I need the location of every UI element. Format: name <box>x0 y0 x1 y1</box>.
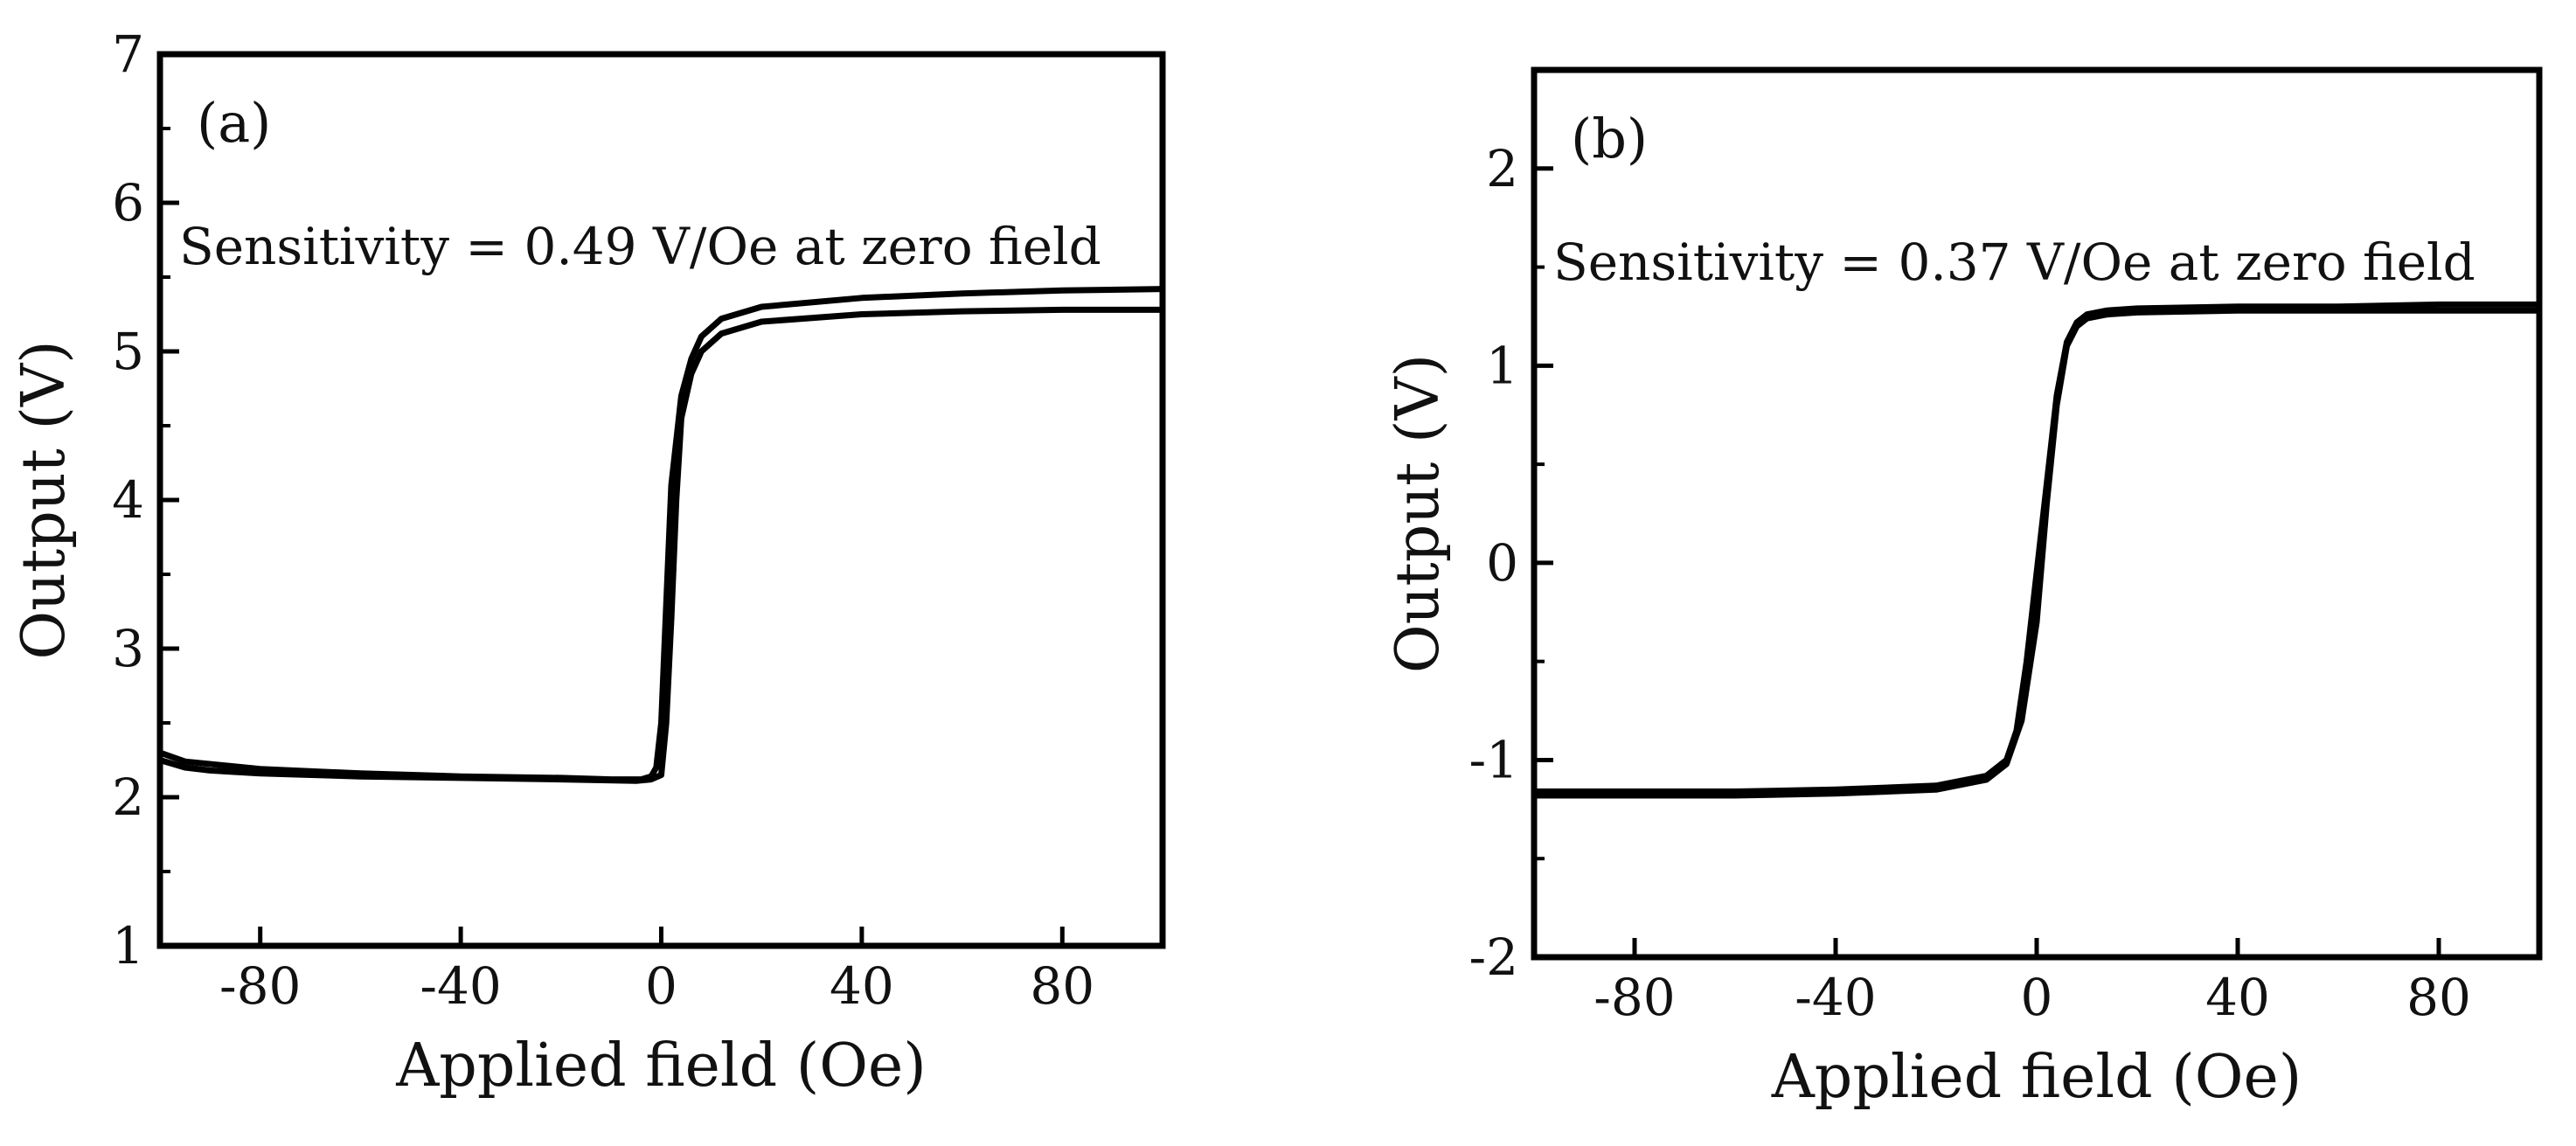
x-tick-label-a: 80 <box>1030 956 1094 1016</box>
y-tick-label-a: 1 <box>112 916 144 976</box>
y-tick-label-a: 5 <box>112 322 144 381</box>
y-tick-label-a: 7 <box>112 24 144 84</box>
plot-frame-a <box>156 51 1166 949</box>
x-tick-label-a: -80 <box>219 956 301 1016</box>
plot-frame-b <box>1531 66 2543 961</box>
x-axis-label-a: Applied field (Oe) <box>395 1031 927 1101</box>
x-axis-label-b: Applied field (Oe) <box>1771 1043 2302 1112</box>
plot-lines-b <box>1531 301 2543 799</box>
x-tick-label-a: 0 <box>645 956 677 1016</box>
sensitivity-annotation-a: Sensitivity = 0.49 V/Oe at zero field <box>179 217 1101 276</box>
y-axis-label-a: Output (V) <box>10 340 79 659</box>
y-tick-label-b: -1 <box>1469 730 1519 789</box>
y-tick-label-b: 2 <box>1486 139 1518 198</box>
ticks-a: -80 -40 0 40 80 1 2 3 4 5 6 7 <box>112 24 1094 1016</box>
series-line-a-1 <box>156 306 1166 784</box>
x-tick-label-b: 40 <box>2205 968 2270 1027</box>
chart-panel-a: -80 -40 0 40 80 1 2 3 4 5 6 7 (a) Sensitivity = 0.4… <box>10 24 1166 1101</box>
plot-lines-a <box>156 286 1166 784</box>
y-tick-label-a: 2 <box>112 767 144 827</box>
panel-label-a: (a) <box>197 91 271 155</box>
chart-panel-b: -80 -40 0 40 80 -2 -1 0 1 2 (b) Sensitivity = 0.3… <box>1384 66 2543 1112</box>
y-axis-label-b: Output (V) <box>1384 354 1453 673</box>
y-tick-label-a: 3 <box>112 619 144 678</box>
x-tick-label-b: 80 <box>2406 968 2471 1027</box>
x-tick-label-a: -40 <box>420 956 501 1016</box>
y-tick-label-b: 0 <box>1486 533 1518 593</box>
x-tick-label-b: -40 <box>1795 968 1876 1027</box>
ticks-b: -80 -40 0 40 80 -2 -1 0 1 2 <box>1469 139 2471 1027</box>
series-line-b-2 <box>1531 301 2543 795</box>
series-line-a-2 <box>156 286 1166 783</box>
y-tick-label-a: 4 <box>112 470 144 530</box>
y-tick-label-b: -2 <box>1469 927 1519 987</box>
sensitivity-annotation-b: Sensitivity = 0.37 V/Oe at zero field <box>1553 233 2475 292</box>
y-tick-label-b: 1 <box>1486 336 1518 395</box>
panel-label-b: (b) <box>1571 107 1648 170</box>
y-tick-label-a: 6 <box>112 173 144 233</box>
x-tick-label-a: 40 <box>830 956 894 1016</box>
x-tick-label-b: -80 <box>1594 968 1675 1027</box>
x-tick-label-b: 0 <box>2021 968 2053 1027</box>
